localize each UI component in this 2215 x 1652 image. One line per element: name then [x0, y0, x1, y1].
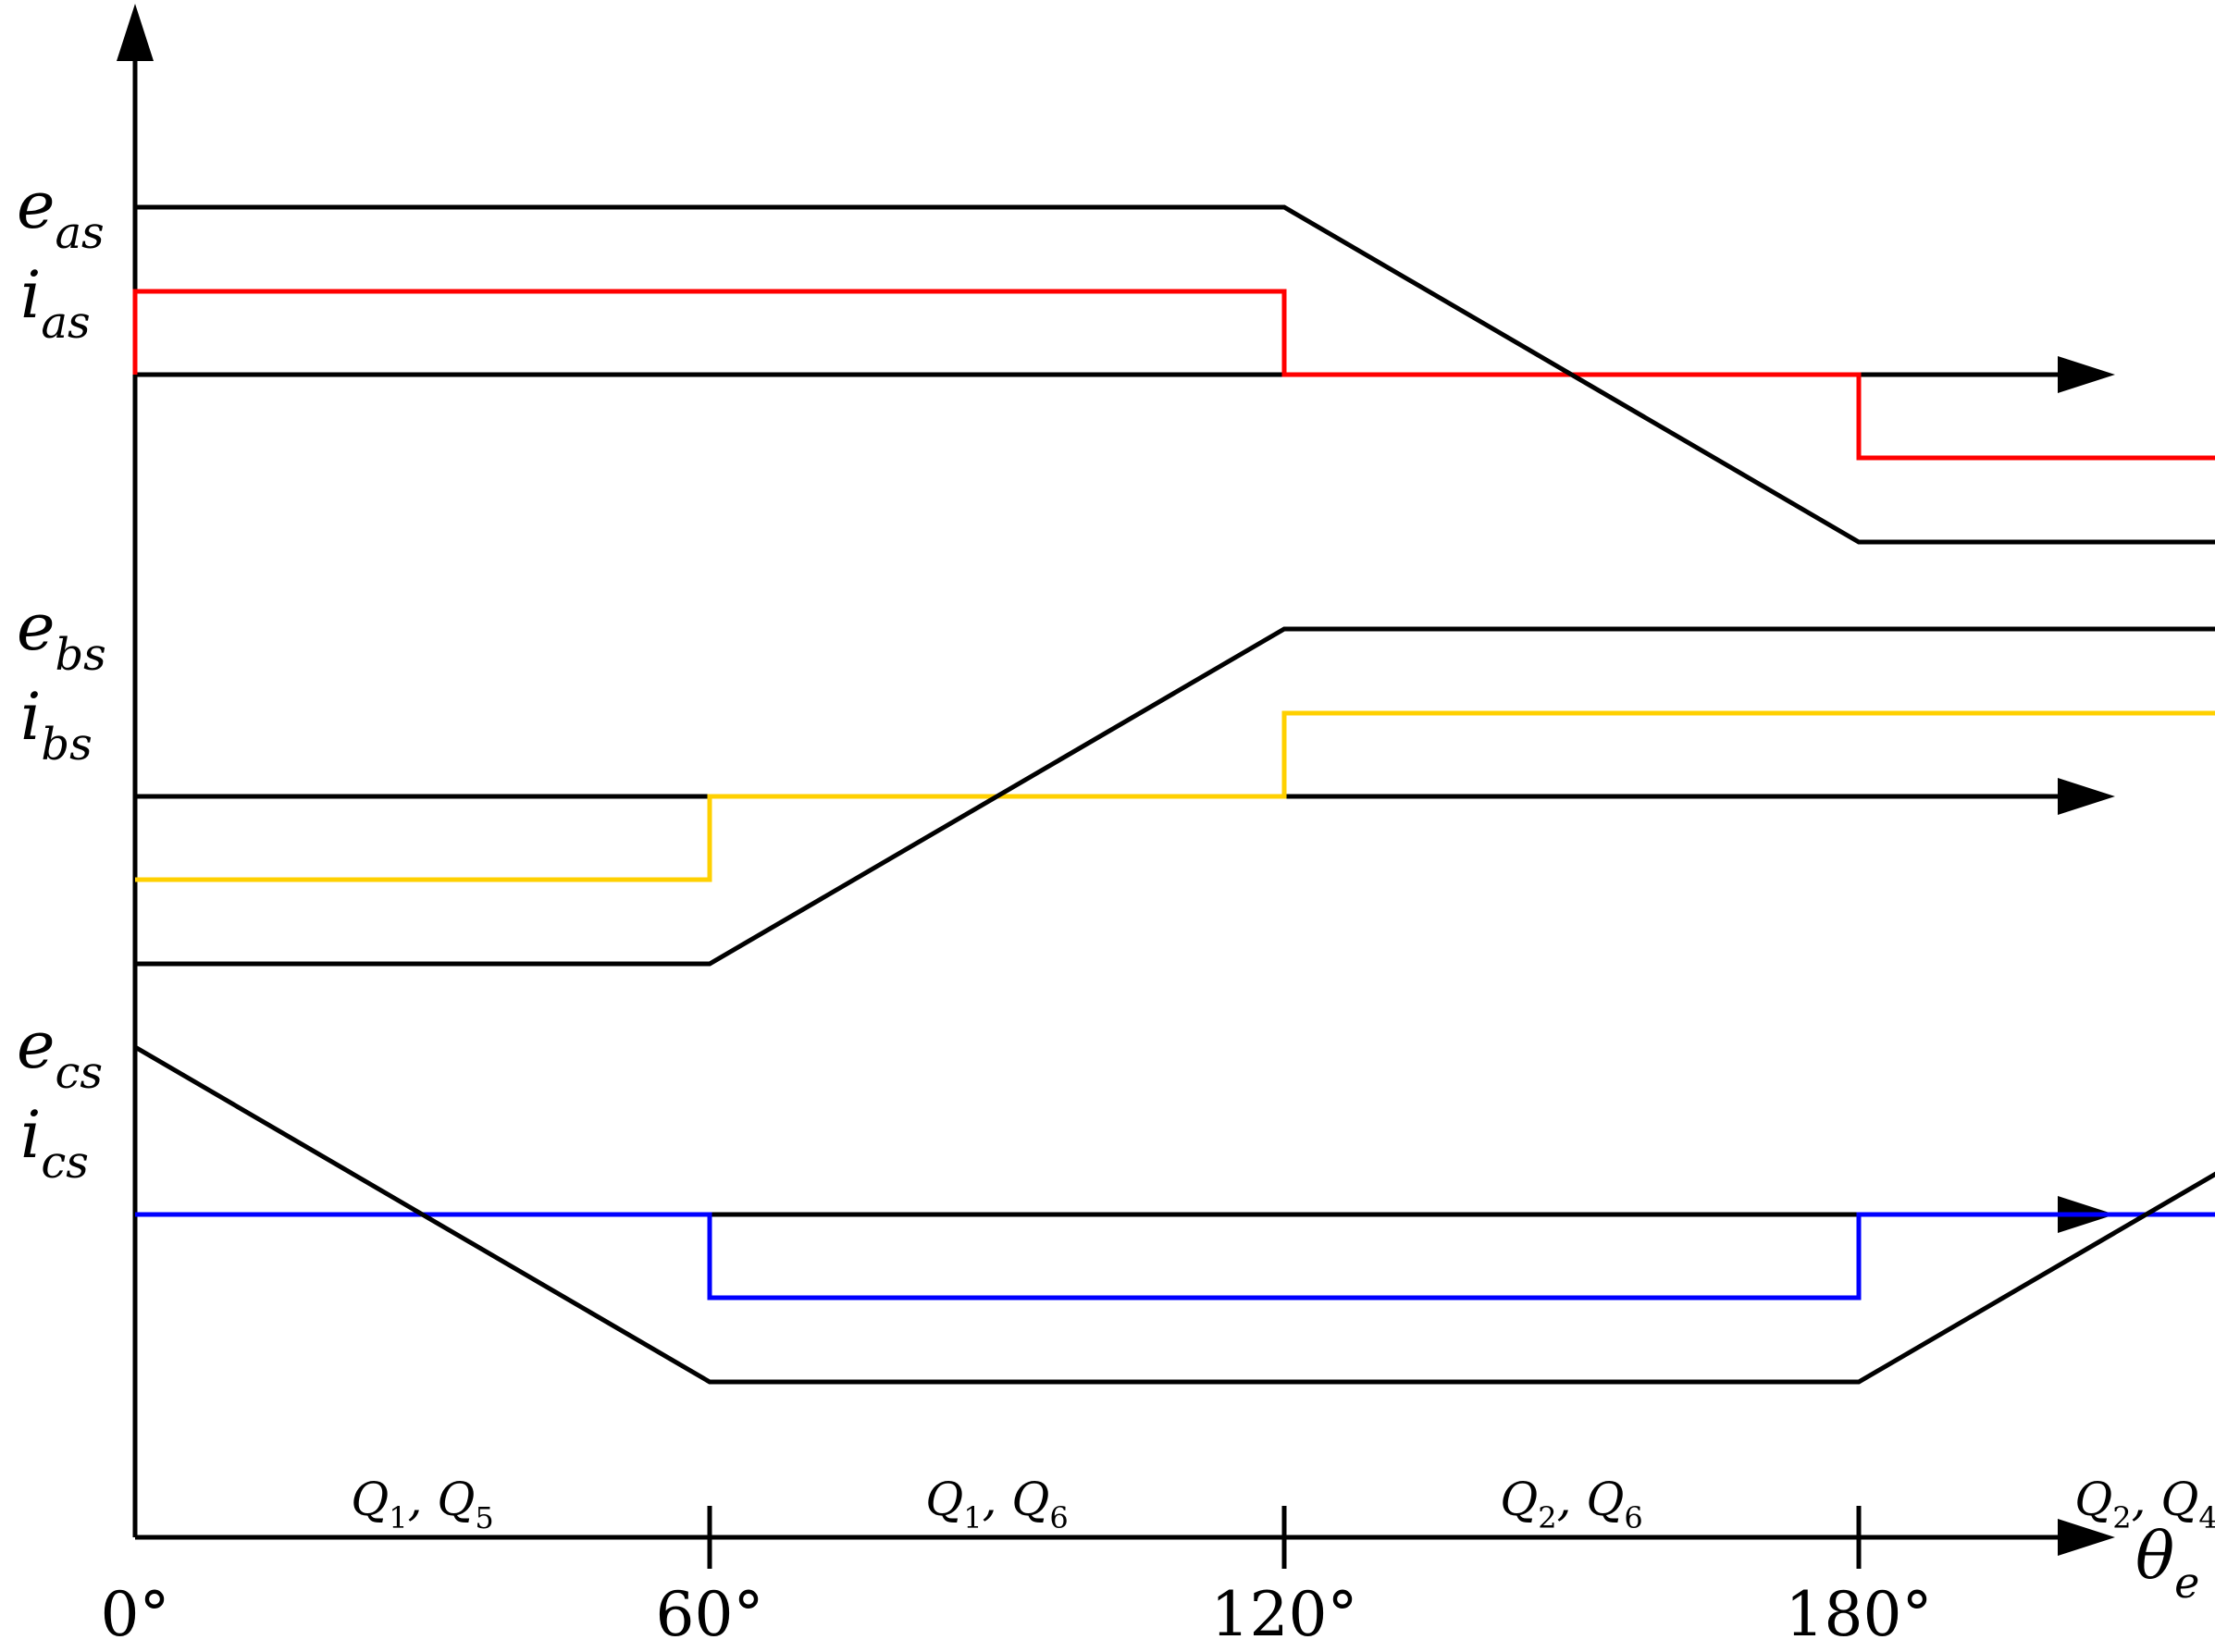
- panel-2-emf-line: [135, 626, 2215, 967]
- panel-1-emf-label: eas: [17, 167, 105, 259]
- panel-2-current-label: ibs: [20, 679, 93, 771]
- panel-3-current-label: ics: [20, 1097, 89, 1189]
- segment-label: Q1, Q6: [925, 1473, 1069, 1535]
- panel-1-current-label: ias: [20, 257, 91, 349]
- segment-label: Q1, Q5: [351, 1473, 494, 1535]
- x-tick-label: 180°: [1786, 1579, 1933, 1647]
- panel-1-emf-line: [135, 204, 2215, 545]
- panel-2-emf-label: ebs: [17, 589, 106, 681]
- segment-label: Q2, Q4: [2074, 1473, 2215, 1535]
- panel-3-emf-label: ecs: [17, 1007, 103, 1099]
- panel-2-axis-arrow: [2058, 778, 2115, 815]
- x-tick-label: 120°: [1211, 1579, 1358, 1647]
- curves-layer: [132, 204, 2215, 1385]
- panel-2-current-line: [135, 710, 2215, 882]
- y-axis-arrow: [117, 4, 154, 61]
- panel-3-emf-line: [133, 1044, 2215, 1385]
- x-axis-label: θe: [2135, 1518, 2199, 1608]
- axes-layer: [117, 4, 2115, 1569]
- x-axis-arrow: [2058, 1519, 2115, 1556]
- panel-1-current-line: [132, 289, 2215, 461]
- segment-label: Q2, Q6: [1500, 1473, 1643, 1535]
- panel-1-axis-arrow: [2058, 356, 2115, 393]
- x-tick-label: 0°: [101, 1579, 170, 1647]
- x-tick-label: 60°: [656, 1579, 764, 1647]
